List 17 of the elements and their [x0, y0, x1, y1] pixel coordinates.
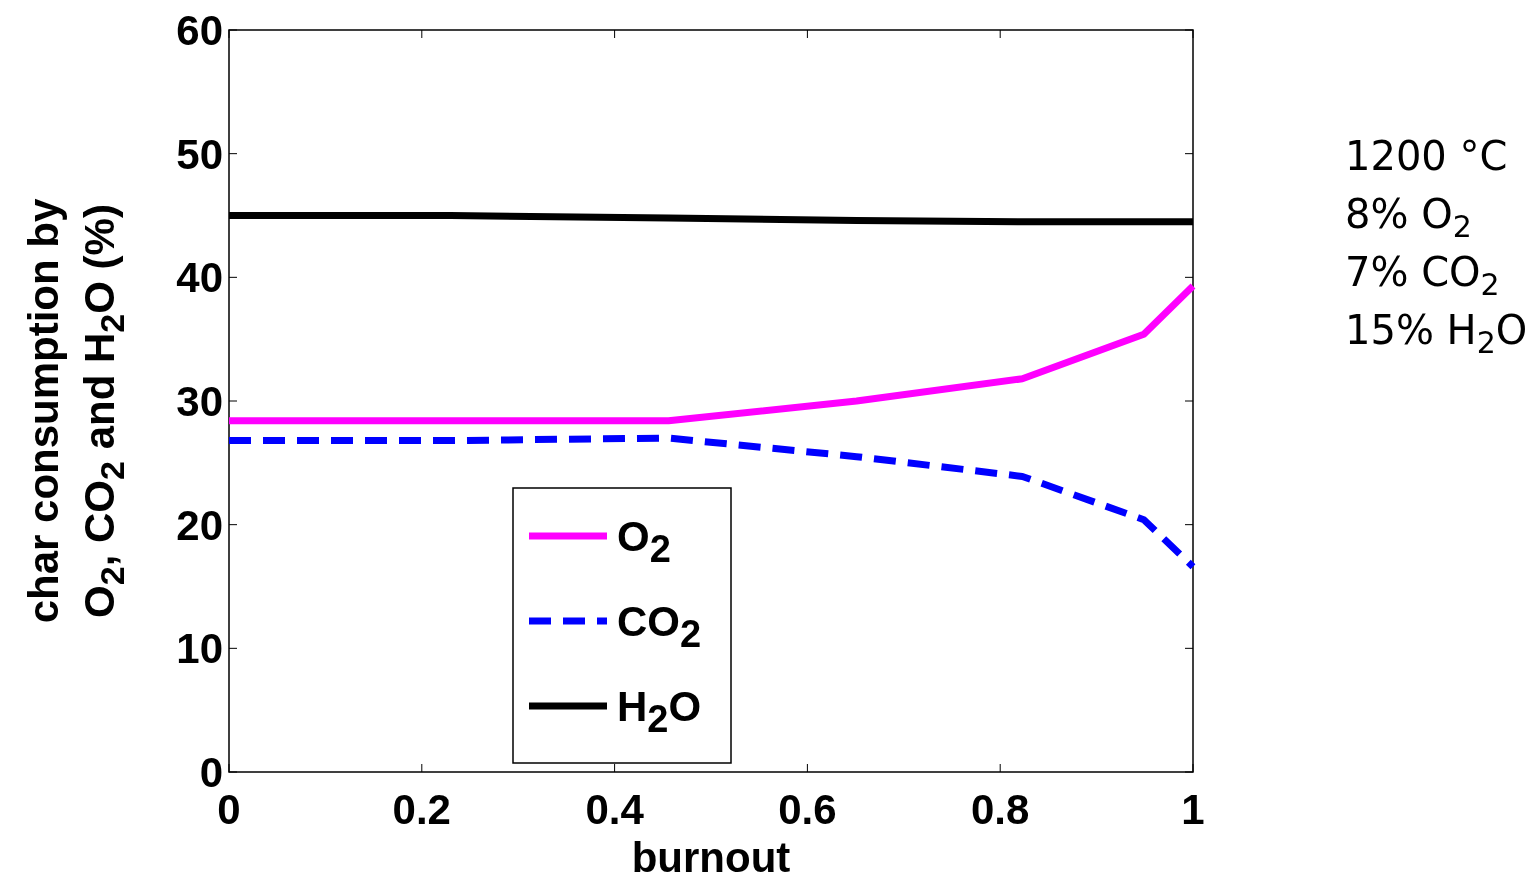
text: 1200 °C	[1345, 133, 1508, 179]
x-tick-label: 0.8	[971, 786, 1030, 833]
y-tick-label: 20	[176, 501, 223, 549]
x-tick-label: 0.2	[392, 786, 451, 833]
x-tick-label: 0.6	[778, 786, 837, 833]
text: 15% H$_{2}$O	[1345, 307, 1528, 360]
y-tick-label: 30	[176, 378, 223, 425]
y-tick-label: 0	[199, 749, 223, 796]
text: 8% O$_{2}$	[1345, 191, 1472, 244]
x-axis-title: burnout	[631, 834, 791, 881]
y-tick-label: 50	[176, 130, 223, 178]
y-tick-label: 40	[176, 254, 223, 302]
y-tick-label: 10	[176, 625, 223, 673]
x-tick-label: 1	[1181, 786, 1205, 833]
x-tick-label: 0.4	[585, 786, 645, 833]
y-tick-label: 60	[176, 7, 223, 54]
text: 7% CO$_{2}$	[1345, 249, 1500, 302]
